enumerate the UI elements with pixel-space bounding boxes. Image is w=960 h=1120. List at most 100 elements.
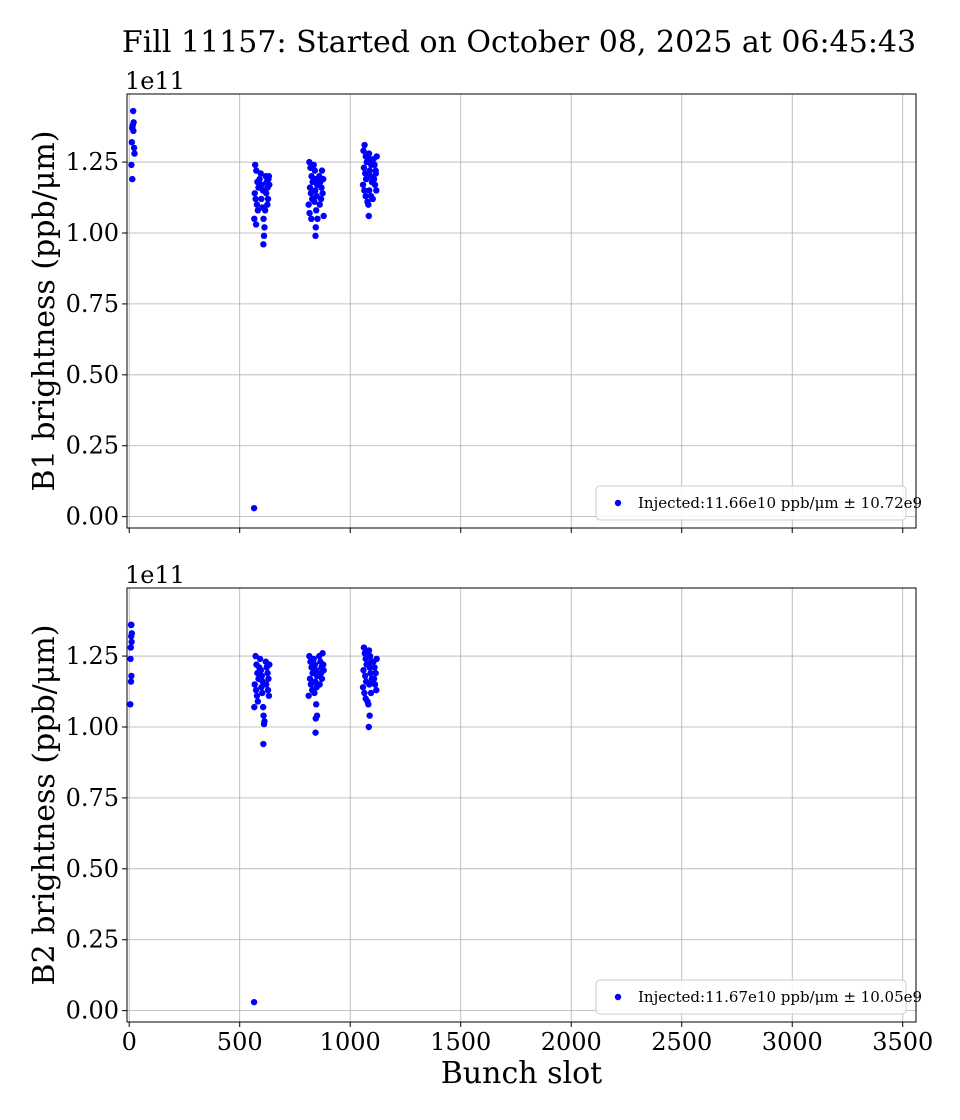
y-tick-label: 0.50: [66, 855, 119, 883]
data-point: [359, 684, 367, 691]
data-point: [252, 686, 260, 694]
data-point: [371, 161, 378, 169]
data-point: [366, 652, 374, 660]
data-point: [365, 212, 372, 220]
data-point: [366, 167, 373, 174]
data-point: [127, 701, 134, 708]
data-point: [127, 655, 134, 663]
data-point: [365, 647, 373, 654]
x-tick-label: 500: [217, 1028, 263, 1056]
data-point: [128, 161, 135, 169]
data-point: [258, 684, 265, 691]
data-point: [260, 232, 268, 240]
data-point: [251, 161, 259, 169]
data-point: [265, 173, 273, 180]
data-point: [371, 664, 378, 671]
y-tick-label: 0.50: [66, 361, 119, 389]
data-point: [312, 232, 319, 240]
data-point: [128, 638, 135, 646]
legend-box: [595, 979, 907, 1015]
data-point: [264, 195, 272, 203]
y-tick-label: 1.25: [66, 148, 119, 176]
data-point: [258, 672, 266, 680]
data-point: [362, 192, 369, 200]
legend-label: Injected:11.66e10 ppb/μm ± 10.72e9: [638, 494, 922, 512]
data-point: [264, 201, 271, 208]
figure-title: Fill 11157: Started on October 08, 2025 …: [122, 25, 916, 60]
data-point: [259, 703, 267, 711]
plot-frame: [126, 93, 917, 529]
data-point: [260, 241, 267, 248]
data-point: [306, 209, 313, 217]
data-point: [254, 698, 262, 705]
data-point: [260, 720, 268, 728]
data-point: [130, 127, 137, 135]
data-point: [260, 740, 267, 748]
y-axis-label: B1 brightness (ppb/μm): [27, 131, 62, 492]
data-point: [263, 190, 270, 197]
data-point: [251, 190, 258, 197]
y-tick-label: 0.25: [66, 926, 119, 954]
data-point: [320, 661, 327, 668]
data-point: [373, 686, 380, 694]
data-point: [127, 633, 135, 640]
data-point: [362, 672, 369, 680]
data-point: [372, 669, 379, 677]
legend-marker: [614, 499, 622, 507]
data-point: [365, 701, 372, 708]
data-point: [360, 667, 367, 674]
x-axis-label: Bunch slot: [441, 1056, 602, 1091]
data-point: [129, 107, 137, 115]
data-point: [316, 201, 323, 208]
data-point: [128, 621, 135, 629]
data-point: [369, 195, 376, 203]
legend-label: Injected:11.67e10 ppb/μm ± 10.05e9: [638, 988, 922, 1006]
data-point: [131, 150, 138, 157]
data-point: [130, 144, 138, 152]
legend-marker: [614, 993, 622, 1001]
y-tick-label: 0.75: [66, 784, 119, 812]
data-point: [251, 681, 258, 688]
y-tick-label: 1.25: [66, 642, 119, 670]
data-point: [256, 655, 264, 663]
x-tick-label: 0: [122, 1028, 137, 1056]
data-point: [305, 201, 312, 208]
data-point: [369, 678, 376, 685]
data-point: [371, 181, 379, 188]
data-point: [265, 675, 272, 682]
data-point: [308, 215, 315, 223]
plot-frame: [126, 587, 917, 1023]
data-point: [360, 147, 367, 154]
data-point: [361, 689, 368, 697]
data-point: [253, 201, 261, 208]
data-point: [360, 644, 368, 651]
data-point: [311, 661, 319, 668]
data-point: [312, 667, 320, 674]
data-point: [318, 675, 326, 682]
data-point: [318, 167, 326, 174]
bottom-panel-b2: 0 500 1000 1500 2000 2500 3000 3500 0.00 0.25 0.50…: [27, 561, 933, 1091]
data-point: [264, 669, 271, 677]
data-point: [310, 655, 317, 663]
data-point: [370, 175, 378, 183]
data-point: [127, 644, 134, 651]
data-point: [318, 184, 325, 191]
y-axis-multiplier: 1e11: [125, 561, 185, 589]
data-point: [366, 187, 373, 194]
data-point: [373, 153, 380, 160]
data-point: [366, 712, 373, 719]
top-panel-b1: 0.00 0.25 0.50 0.75 1.00 1.25 1e11 B1 brightnes…: [27, 67, 922, 533]
data-point: [257, 170, 264, 177]
data-point: [365, 201, 372, 208]
data-point: [311, 198, 318, 205]
data-point: [254, 207, 262, 214]
y-tick-label: 0.75: [66, 290, 119, 318]
data-point: [264, 686, 272, 694]
data-point: [366, 664, 373, 671]
data-point: [312, 715, 319, 722]
data-point: [253, 692, 261, 699]
data-point: [128, 139, 136, 146]
data-point: [305, 692, 312, 699]
data-point: [306, 675, 314, 682]
